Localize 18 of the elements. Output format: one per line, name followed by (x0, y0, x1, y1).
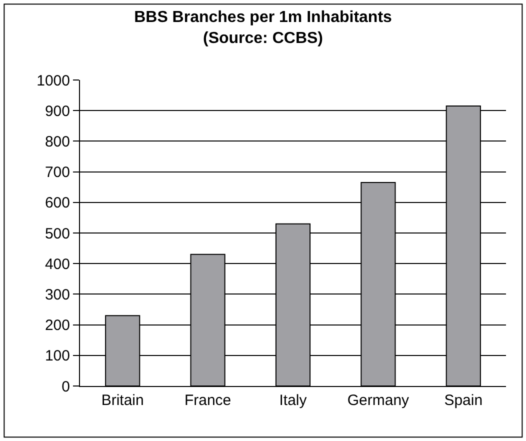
y-tick-label: 700 (44, 164, 70, 182)
y-tick-label: 1000 (36, 72, 70, 90)
y-tick-label: 400 (44, 256, 70, 273)
y-tick-label: 200 (44, 317, 70, 334)
x-tick-label: Germany (347, 392, 410, 409)
y-tick-label: 100 (44, 348, 70, 365)
x-tick-label: France (184, 392, 232, 409)
y-tick-label: 0 (62, 378, 70, 396)
x-tick-label: Britain (101, 392, 144, 409)
y-tick-label: 900 (44, 102, 70, 120)
x-tick-label: Spain (444, 392, 483, 409)
y-tick-label: 600 (44, 194, 70, 212)
x-tick-label: Italy (279, 392, 308, 409)
y-tick-label: 500 (44, 225, 70, 242)
y-tick-label: 300 (44, 286, 70, 304)
chart-subtitle: (Source: CCBS) (202, 30, 324, 47)
chart-title: BBS Branches per 1m Inhabitants (134, 9, 392, 26)
y-tick-label: 800 (44, 133, 70, 150)
